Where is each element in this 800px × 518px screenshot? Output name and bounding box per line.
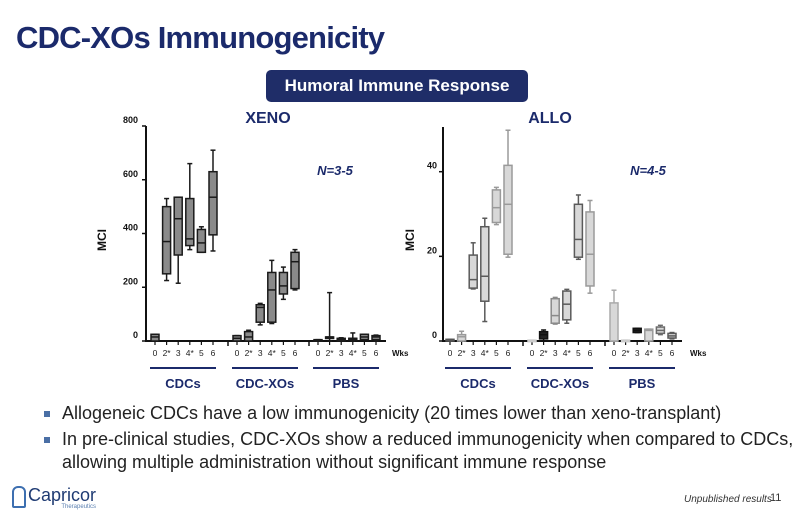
x-tick-label: 0 [153,348,158,358]
x-tick-label: 3 [258,348,263,358]
box-pbs-wk4 [644,328,654,342]
x-tick-label: 3 [553,348,558,358]
x-tick-label: 0 [316,348,321,358]
y-tick-label: 0 [133,330,138,340]
box-cdc-xos-wk4 [562,290,572,321]
group-label: CDC-XOs [531,376,590,391]
x-tick-label: 3 [471,348,476,358]
x-tick-label: 4* [645,348,654,358]
x-tick-label: 5 [576,348,581,358]
x-tick-label: 4* [268,348,277,358]
x-axis-label: Wks [392,349,409,358]
y-tick-label: 20 [427,245,437,255]
box-cdc-xos-wk3 [255,303,265,323]
box-cdc-xos-wk3 [550,297,560,324]
logo-mark-icon [12,486,26,508]
x-tick-label: 5 [494,348,499,358]
group-label: CDCs [460,376,495,391]
x-tick-label: 6 [211,348,216,358]
group-label: PBS [629,376,656,391]
y-axis-label: MCI [95,229,109,251]
y-tick-label: 0 [432,330,437,340]
x-tick-label: 6 [670,348,675,358]
x-tick-label: 6 [293,348,298,358]
footer-note: Unpublished results [684,494,772,505]
box-cdcs-wk3 [468,254,478,289]
group-label: PBS [333,376,360,391]
box-cdc-xos-wk5 [573,203,584,258]
x-tick-label: 4* [563,348,572,358]
x-tick-label: 6 [506,348,511,358]
chart-title: XENO [245,110,290,127]
box-cdcs-wk2 [161,205,172,275]
box-cdcs-wk2 [456,333,467,342]
box-cdcs-wk6 [208,170,218,236]
bullet-text: Allogeneic CDCs have a low immunogenicit… [62,403,722,423]
x-tick-label: 2* [458,348,467,358]
x-tick-label: 6 [374,348,379,358]
chart-title: ALLO [528,110,572,127]
sample-size-annotation: N=4-5 [630,163,667,178]
bullet-list: Allogeneic CDCs have a low immunogenicit… [40,402,800,474]
y-tick-label: 800 [123,115,138,125]
box-cdc-xos-wk5 [278,271,289,295]
box-cdc-xos-wk6 [290,251,300,290]
x-tick-label: 0 [530,348,535,358]
x-tick-label: 5 [281,348,286,358]
x-tick-label: 2* [326,348,335,358]
logo-subtext: Therapeutics [61,504,97,510]
y-tick-label: 400 [123,223,138,233]
bullet-marker-icon [44,411,50,417]
box-cdcs-wk4 [185,197,195,247]
x-tick-label: 3 [635,348,640,358]
x-tick-label: 3 [339,348,344,358]
x-tick-label: 3 [176,348,181,358]
sample-size-annotation: N=3-5 [317,163,354,178]
box-cdcs-wk5 [491,189,502,224]
box-cdcs-wk5 [196,228,207,254]
x-axis-label: Wks [690,349,707,358]
x-tick-label: 5 [658,348,663,358]
x-tick-label: 0 [448,348,453,358]
x-tick-label: 5 [362,348,367,358]
box-cdc-xos-wk6 [585,211,595,287]
x-tick-label: 4* [349,348,358,358]
y-tick-label: 600 [123,169,138,179]
box-pbs-wk0 [609,302,619,342]
box-cdc-xos-wk4 [267,271,277,323]
capricor-logo: Capricor Therapeutics [12,486,96,510]
x-tick-label: 5 [199,348,204,358]
x-tick-label: 6 [588,348,593,358]
box-cdcs-wk3 [173,196,183,256]
page-number: 11 [770,492,782,504]
box-cdcs-wk6 [503,164,513,255]
bullet-item: Allogeneic CDCs have a low immunogenicit… [40,402,800,425]
group-label: CDC-XOs [236,376,295,391]
group-label: CDCs [165,376,200,391]
box-cdcs-wk4 [480,225,490,302]
x-tick-label: 2* [245,348,254,358]
x-tick-label: 0 [612,348,617,358]
slide-title: CDC-XOs Immunogenicity [16,20,385,55]
x-tick-label: 2* [163,348,172,358]
y-tick-label: 200 [123,276,138,286]
bullet-text: In pre-clinical studies, CDC-XOs show a … [62,429,794,472]
x-tick-label: 0 [235,348,240,358]
y-tick-label: 40 [427,161,437,171]
x-tick-label: 2* [622,348,631,358]
bullet-item: In pre-clinical studies, CDC-XOs show a … [40,428,800,474]
bullet-marker-icon [44,437,50,443]
x-tick-label: 4* [186,348,195,358]
section-banner: Humoral Immune Response [266,70,528,102]
x-tick-label: 2* [540,348,549,358]
y-axis-label: MCI [403,229,417,251]
x-tick-label: 4* [481,348,490,358]
logo-text: Capricor [28,485,97,505]
